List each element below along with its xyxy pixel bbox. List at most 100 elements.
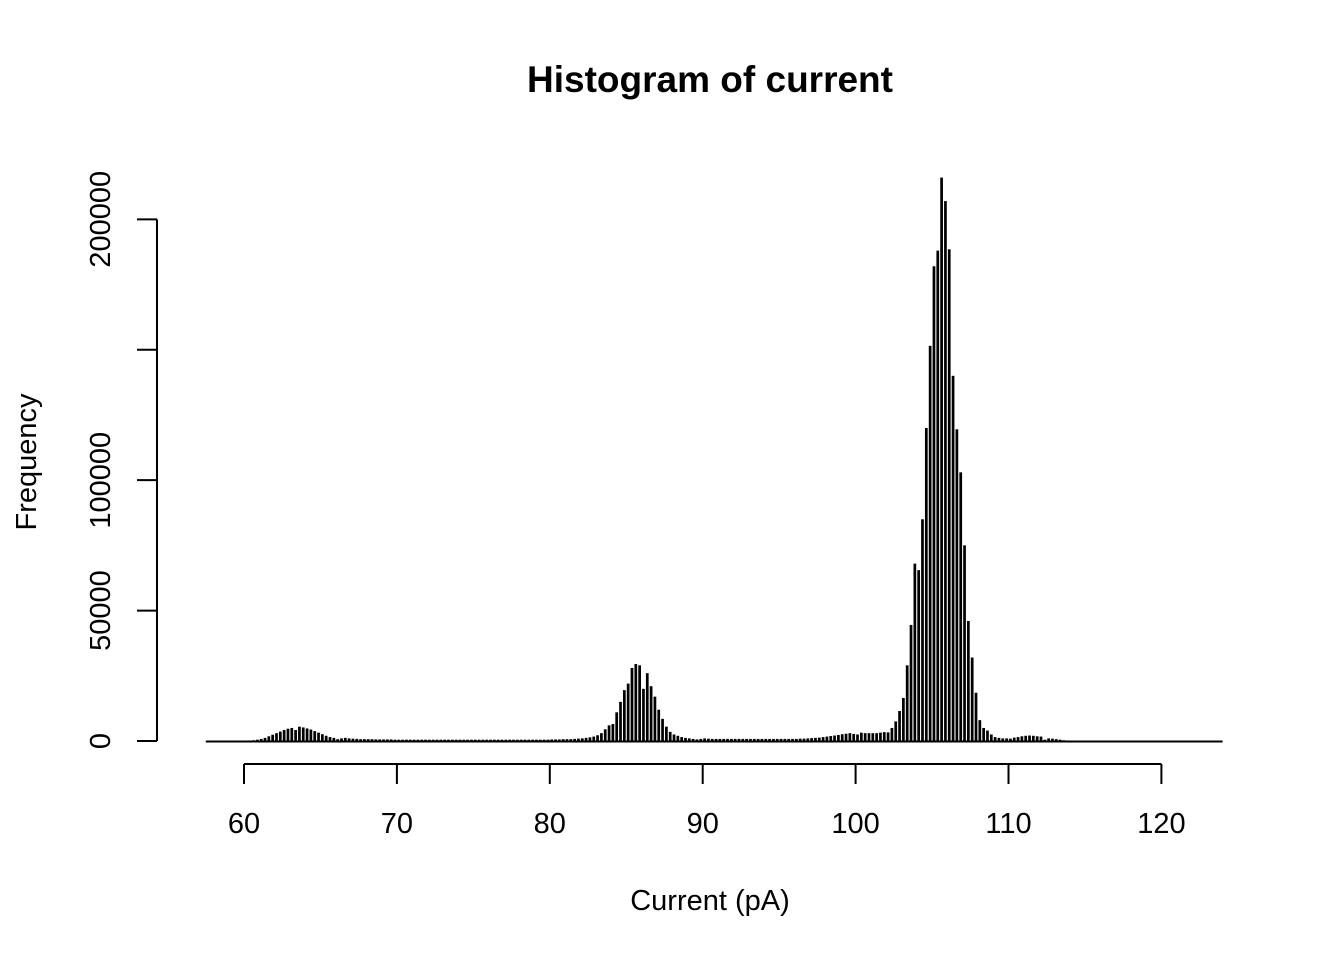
histogram-bar <box>821 737 825 741</box>
histogram-bar <box>707 738 710 741</box>
x-tick-label: 60 <box>228 808 260 840</box>
histogram-bar <box>653 696 657 741</box>
histogram-bar <box>1024 735 1028 741</box>
histogram-bar <box>347 738 351 741</box>
histogram-bar <box>894 721 898 741</box>
histogram-bar <box>485 739 489 741</box>
x-tick-label: 110 <box>985 808 1031 840</box>
histogram-bar <box>997 737 1001 741</box>
histogram-bar <box>458 739 462 741</box>
histogram-bar <box>382 739 385 741</box>
histogram-bar <box>645 673 649 741</box>
histogram-bar <box>286 728 290 741</box>
histogram-bar <box>733 738 737 741</box>
histogram-bar <box>596 735 599 741</box>
histogram-bar <box>577 738 580 741</box>
histogram-bar <box>917 570 921 741</box>
histogram-bar <box>672 734 676 741</box>
histogram-bar <box>726 738 729 741</box>
histogram-bar <box>340 738 343 741</box>
histogram-bar <box>940 177 943 742</box>
histogram-bar <box>775 738 779 741</box>
y-axis-label: Frequency <box>11 393 43 531</box>
histogram-bar <box>584 737 588 741</box>
histogram-bar <box>412 739 416 741</box>
histogram-bar <box>1012 737 1016 741</box>
histogram-bar <box>859 732 863 741</box>
x-tick-label: 80 <box>534 808 566 840</box>
histogram-bar <box>500 739 504 741</box>
histogram-bar <box>619 701 622 741</box>
histogram-bar <box>424 739 427 741</box>
histogram-bar <box>443 739 447 741</box>
histogram-bar <box>538 739 542 741</box>
histogram-bar <box>718 738 722 741</box>
histogram-bar <box>493 739 496 741</box>
histogram-bar <box>902 697 905 741</box>
histogram-bar <box>481 739 485 741</box>
histogram-bar <box>328 737 332 741</box>
histogram-bar <box>569 739 573 741</box>
histogram-bar <box>1020 736 1024 741</box>
histogram-bar <box>840 734 844 741</box>
histogram-bar <box>634 664 638 741</box>
histogram-bar <box>817 737 821 741</box>
histogram-bar <box>615 712 619 741</box>
histogram-bar <box>626 683 630 741</box>
histogram-bar <box>515 739 519 741</box>
histogram-bar <box>462 739 466 741</box>
histogram-bar <box>989 734 993 741</box>
histogram-bar <box>921 519 924 741</box>
histogram-bar <box>665 726 668 741</box>
histogram-bar <box>798 738 802 741</box>
histogram-bar <box>355 738 359 741</box>
histogram-bar <box>504 739 508 741</box>
histogram-bar <box>607 725 611 741</box>
histogram-bar <box>343 737 347 741</box>
histogram-bar <box>351 738 355 741</box>
histogram-bar <box>970 657 974 741</box>
histogram-bar <box>611 724 615 741</box>
histogram-bar <box>856 734 859 741</box>
x-tick-label: 90 <box>687 808 719 840</box>
histogram-bar <box>791 738 794 741</box>
histogram-bar <box>871 733 875 741</box>
histogram-bar <box>489 739 492 741</box>
histogram-bar <box>450 739 454 741</box>
histogram-bar <box>454 739 458 741</box>
histogram-bar <box>787 738 791 741</box>
histogram-bar <box>508 739 512 741</box>
x-tick-label: 70 <box>381 808 413 840</box>
y-tick-label: 200000 <box>85 171 117 268</box>
histogram-bar <box>275 733 278 741</box>
histogram-bar <box>1009 738 1012 741</box>
histogram-bar <box>638 665 641 741</box>
histogram-bar <box>676 735 680 741</box>
histogram-bar <box>783 738 787 741</box>
histogram-bar <box>779 738 783 741</box>
histogram-bar <box>546 739 550 741</box>
histogram-bar <box>309 729 313 741</box>
histogram-bar <box>435 739 439 741</box>
histogram-bar <box>470 739 473 741</box>
histogram-bar <box>863 733 867 741</box>
histogram-bar <box>890 727 894 741</box>
histogram-bar <box>867 733 871 741</box>
histogram-bar <box>768 738 771 741</box>
x-axis-label: Current (pA) <box>630 885 790 917</box>
histogram-bar <box>993 737 997 741</box>
histogram-bar <box>684 737 687 741</box>
histogram-bar <box>588 737 592 741</box>
histogram-bar <box>416 739 420 741</box>
histogram-bar <box>802 738 806 741</box>
histogram-bar <box>550 739 554 741</box>
histogram-bar <box>875 733 878 741</box>
histogram-bar <box>1047 738 1050 741</box>
histogram-bar <box>963 545 966 741</box>
histogram-bar <box>810 738 813 741</box>
histogram-bar <box>298 726 301 741</box>
histogram-bar <box>772 738 775 741</box>
histogram-bar <box>649 686 653 741</box>
